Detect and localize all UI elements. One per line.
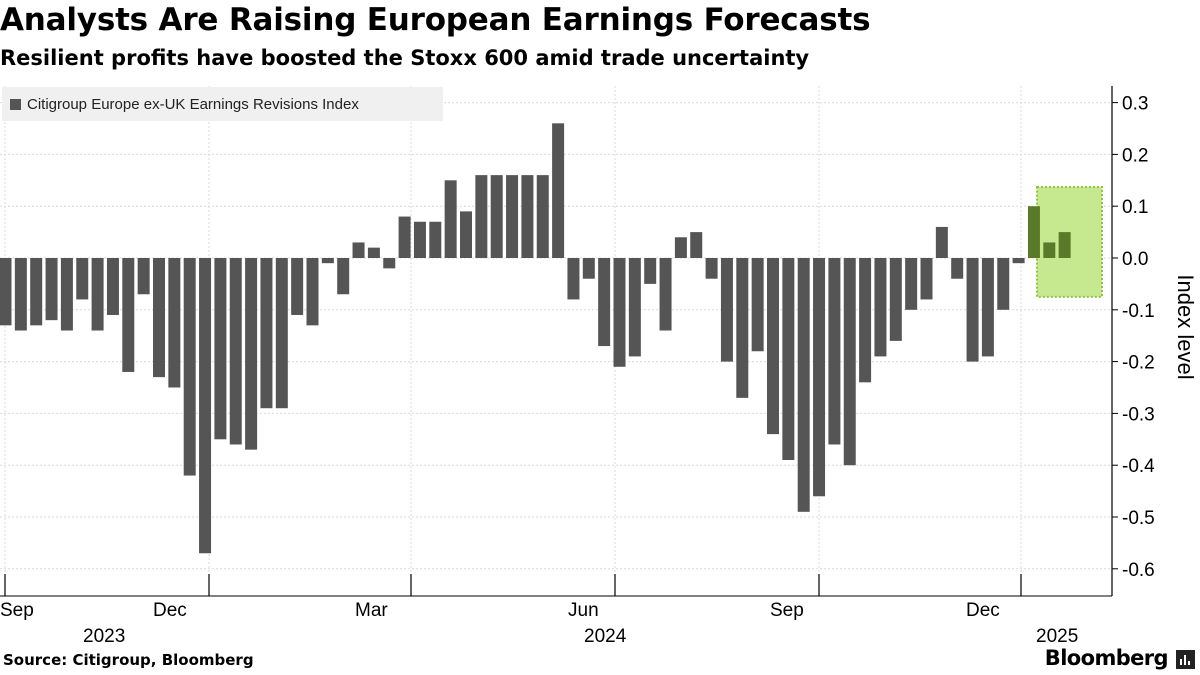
bar bbox=[337, 258, 350, 295]
bar bbox=[260, 258, 273, 409]
bar bbox=[30, 258, 43, 326]
y-axis-title: Index level bbox=[1173, 274, 1198, 379]
y-tick-label: 0.1 bbox=[1122, 197, 1148, 218]
bar bbox=[229, 258, 242, 445]
y-tick-label: 0.2 bbox=[1122, 145, 1148, 166]
bar bbox=[444, 180, 457, 258]
bar-highlighted bbox=[1058, 232, 1071, 258]
bar bbox=[168, 258, 181, 388]
bar-highlighted bbox=[1043, 242, 1056, 258]
x-year-label: 2024 bbox=[584, 626, 627, 647]
bar bbox=[383, 258, 396, 269]
y-tick-label: -0.4 bbox=[1122, 456, 1155, 477]
bar bbox=[751, 258, 764, 352]
bar bbox=[76, 258, 89, 300]
bar bbox=[106, 258, 119, 315]
bar bbox=[413, 221, 426, 258]
bar bbox=[475, 175, 488, 258]
chart-title: Analysts Are Raising European Earnings F… bbox=[0, 2, 871, 38]
bar bbox=[905, 258, 918, 310]
source-note: Source: Citigroup, Bloomberg bbox=[3, 651, 254, 669]
x-tick-label: Sep bbox=[0, 600, 34, 621]
bar bbox=[521, 175, 534, 258]
x-tick-label: Mar bbox=[355, 600, 388, 621]
x-year-label: 2023 bbox=[83, 626, 125, 647]
bar bbox=[767, 258, 779, 435]
bar bbox=[659, 258, 672, 331]
bar bbox=[1012, 258, 1025, 264]
chart-legend: Citigroup Europe ex-UK Earnings Revision… bbox=[2, 87, 443, 121]
y-tick-label: -0.6 bbox=[1122, 560, 1155, 581]
bar bbox=[306, 258, 319, 326]
x-tick-label: Sep bbox=[770, 600, 804, 621]
bar bbox=[14, 258, 27, 331]
bar bbox=[843, 258, 856, 466]
bar bbox=[674, 237, 687, 258]
bar bbox=[490, 175, 503, 258]
bar bbox=[797, 258, 810, 512]
bloomberg-chart-icon bbox=[1176, 650, 1195, 669]
bar bbox=[628, 258, 641, 357]
bar bbox=[859, 258, 872, 383]
x-tick-label: Dec bbox=[153, 600, 187, 621]
bar bbox=[828, 258, 841, 445]
bar bbox=[429, 221, 442, 258]
bar bbox=[460, 211, 472, 258]
y-tick-label: -0.5 bbox=[1122, 508, 1155, 529]
y-tick-label: -0.1 bbox=[1122, 301, 1155, 322]
bar bbox=[920, 258, 933, 300]
bar bbox=[813, 258, 826, 497]
bar bbox=[874, 258, 887, 357]
bar bbox=[137, 258, 150, 295]
bar bbox=[552, 123, 565, 258]
x-year-label: 2025 bbox=[1036, 626, 1078, 647]
bar bbox=[398, 216, 411, 258]
bar bbox=[275, 258, 288, 409]
bar bbox=[321, 258, 334, 264]
chart-subtitle: Resilient profits have boosted the Stoxx… bbox=[0, 46, 810, 70]
bar bbox=[60, 258, 73, 331]
bar bbox=[506, 175, 519, 258]
bar bbox=[720, 258, 733, 362]
y-tick-label: 0.0 bbox=[1122, 249, 1148, 270]
bar bbox=[935, 226, 948, 258]
bar bbox=[45, 258, 58, 321]
x-tick-label: Jun bbox=[568, 600, 599, 621]
bar bbox=[951, 258, 964, 279]
bar bbox=[91, 258, 104, 331]
bar bbox=[705, 258, 718, 279]
bloomberg-logo: Bloomberg bbox=[1044, 646, 1169, 670]
bar bbox=[153, 258, 165, 378]
bar bbox=[122, 258, 135, 372]
bar bbox=[981, 258, 994, 357]
bar bbox=[367, 247, 380, 258]
bar bbox=[536, 175, 549, 258]
bar bbox=[245, 258, 258, 450]
bar bbox=[199, 258, 212, 554]
bar bbox=[613, 258, 626, 367]
bar bbox=[644, 258, 657, 284]
bar bbox=[291, 258, 304, 315]
bar bbox=[0, 258, 12, 326]
y-tick-label: -0.3 bbox=[1122, 404, 1155, 425]
bar-highlighted bbox=[1027, 206, 1040, 258]
y-tick-label: -0.2 bbox=[1122, 353, 1155, 374]
legend-label: Citigroup Europe ex-UK Earnings Revision… bbox=[27, 95, 359, 113]
x-tick-label: Dec bbox=[966, 600, 1000, 621]
bar bbox=[214, 258, 227, 440]
bar bbox=[582, 258, 595, 279]
bar bbox=[889, 258, 902, 341]
bar bbox=[352, 242, 365, 258]
bar bbox=[567, 258, 580, 300]
bar bbox=[736, 258, 749, 398]
legend-swatch bbox=[10, 98, 21, 110]
bar bbox=[782, 258, 795, 461]
bar bbox=[966, 258, 979, 362]
y-tick-label: 0.3 bbox=[1122, 94, 1148, 115]
bar bbox=[997, 258, 1010, 310]
bar bbox=[183, 258, 196, 476]
bar bbox=[690, 232, 703, 258]
bar bbox=[598, 258, 611, 347]
